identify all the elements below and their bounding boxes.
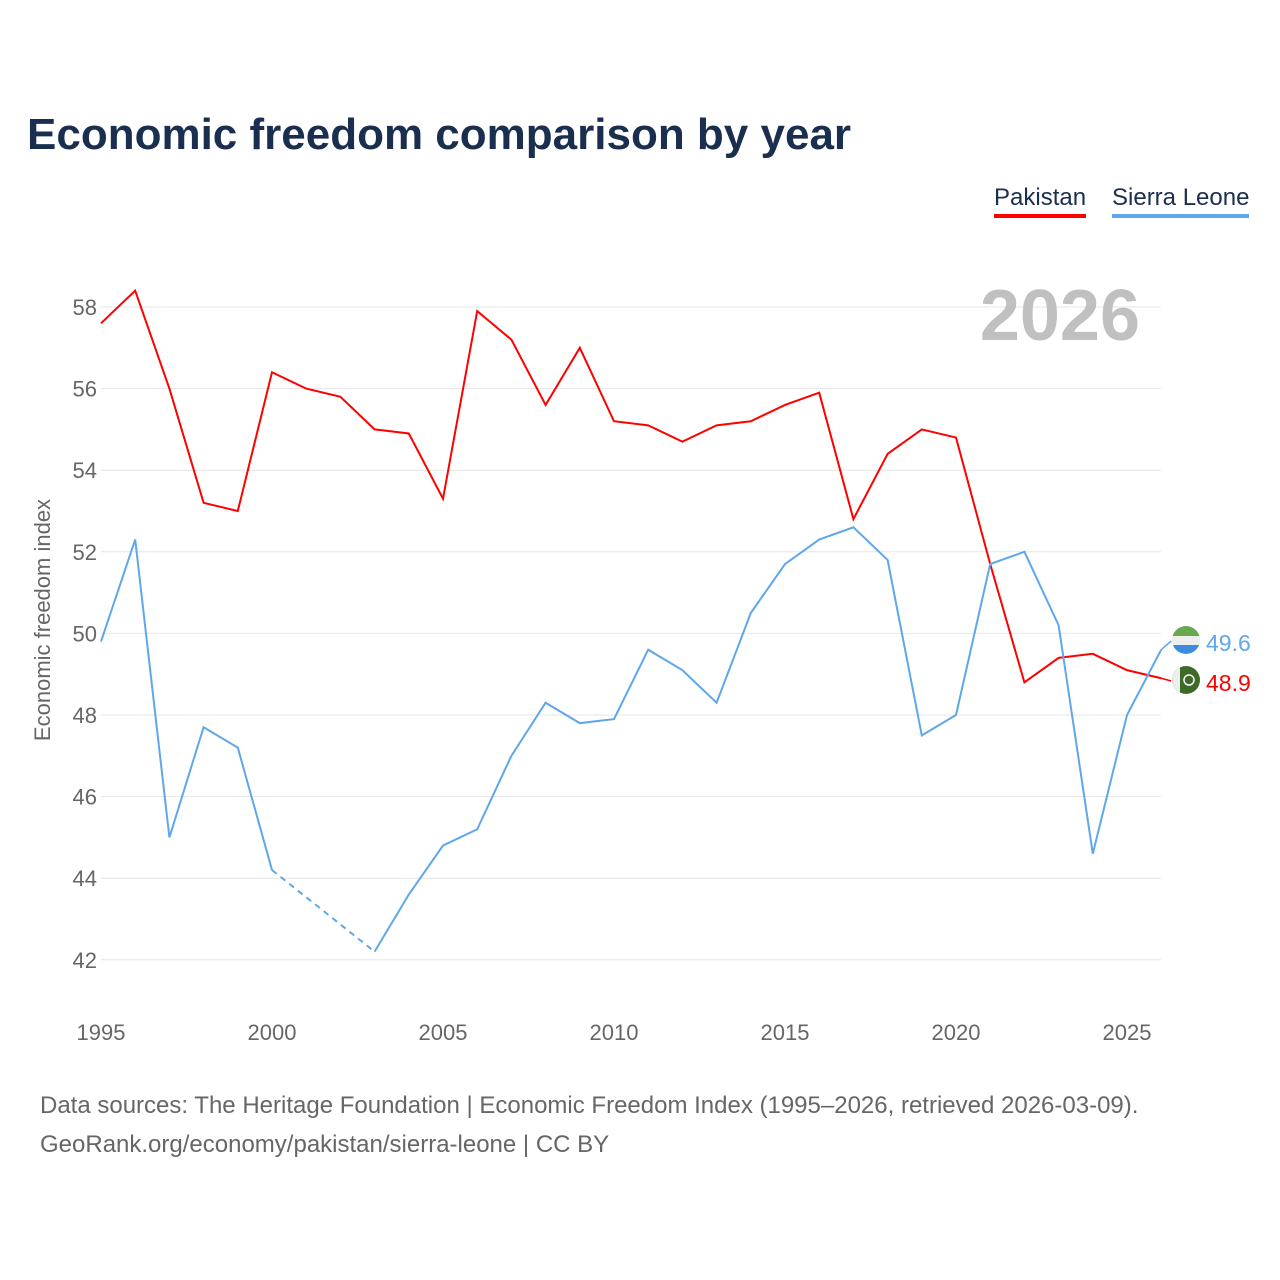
line-chart: 42 44 46 48 50 52 54 56 58 1995 2000 2005 2010 2015 20… (30, 276, 1251, 1045)
end-value-sierra-leone: 49.6 (1206, 630, 1251, 656)
x-tick-label: 2015 (761, 1020, 810, 1045)
sierra-leone-flag-icon (1172, 626, 1200, 654)
x-tick-label: 1995 (77, 1020, 126, 1045)
year-watermark: 2026 (980, 276, 1140, 356)
y-tick-label: 46 (73, 785, 97, 810)
y-tick-label: 42 (73, 948, 97, 973)
y-tick-label: 54 (73, 458, 97, 483)
end-connector (1160, 640, 1172, 651)
series-line-sierra-leone (100, 539, 273, 871)
legend-pakistan[interactable]: Pakistan (994, 184, 1087, 218)
pakistan-flag-icon (1172, 666, 1200, 694)
end-connector (1161, 677, 1172, 682)
series-line-pakistan (100, 288, 1162, 684)
source-line-1: Data sources: The Heritage Foundation | … (40, 1092, 1139, 1119)
x-tick-label: 2025 (1103, 1020, 1152, 1045)
y-tick-label: 50 (73, 621, 97, 646)
source-line-2[interactable]: GeoRank.org/economy/pakistan/sierra-leon… (40, 1131, 610, 1158)
y-tick-label: 44 (73, 866, 97, 891)
y-tick-label: 48 (73, 703, 97, 728)
series-gap-sierra-leone (271, 869, 376, 953)
x-tick-label: 2020 (932, 1020, 981, 1045)
chart-title: Economic freedom comparison by year (27, 110, 852, 159)
x-tick-label: 2000 (248, 1020, 297, 1045)
y-tick-label: 52 (73, 540, 97, 565)
x-tick-label: 2005 (419, 1020, 468, 1045)
y-tick-label: 56 (73, 377, 97, 402)
series-line-sierra-leone (373, 526, 1163, 953)
y-axis-label: Economic freedom index (30, 499, 55, 741)
y-tick-label: 58 (73, 295, 97, 320)
x-tick-label: 2010 (590, 1020, 639, 1045)
source-note: Data sources: The Heritage Foundation | … (40, 1086, 1138, 1164)
legend-sierra-leone[interactable]: Sierra Leone (1112, 184, 1250, 218)
end-value-pakistan: 48.9 (1206, 670, 1251, 696)
